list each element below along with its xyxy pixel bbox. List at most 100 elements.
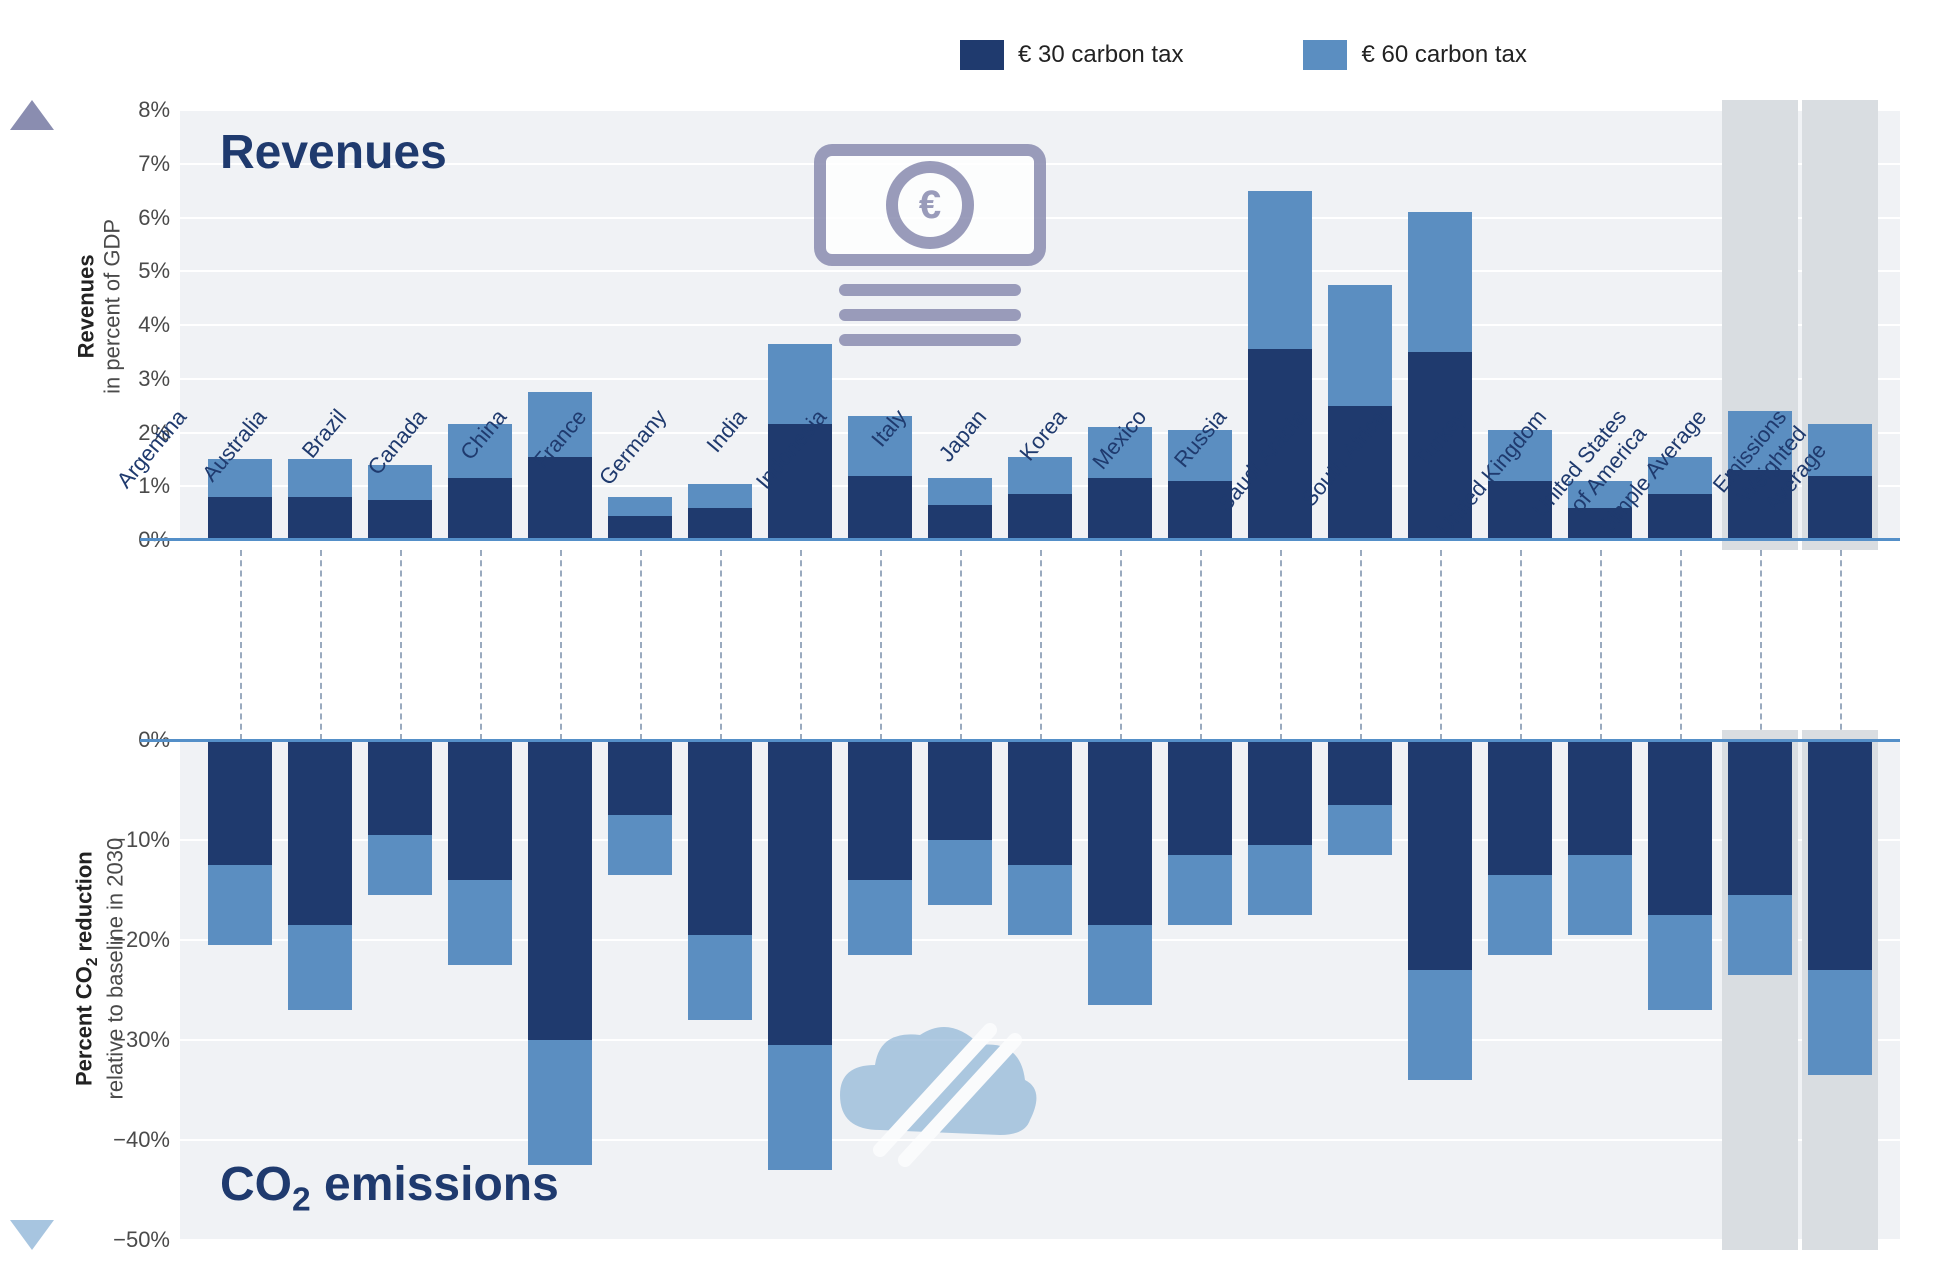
bot-bar-slot <box>1080 740 1160 1240</box>
vdash <box>800 550 802 740</box>
triangle-up-icon <box>10 100 54 130</box>
vdash <box>1440 550 1442 740</box>
co2-bar-30 <box>1648 740 1712 915</box>
co2-bar-30 <box>928 740 992 840</box>
xlabel-slot: Indonesia <box>840 550 920 740</box>
co2-bar-30 <box>768 740 832 1045</box>
bot-bar-slot <box>680 740 760 1240</box>
co2-bar-30 <box>688 740 752 935</box>
xlabel-slot: India <box>760 550 840 740</box>
co2-axis-title: Percent CO2 reduction relative to baseli… <box>71 809 128 1129</box>
rev-axis-sub: in percent of GDP <box>100 219 125 394</box>
legend-swatch-30 <box>960 40 1004 70</box>
co2-bar-30 <box>208 740 272 865</box>
bot-bar-slot <box>200 740 280 1240</box>
co2-axis-bold: Percent CO2 reduction <box>71 851 96 1086</box>
co2-bar-30 <box>1728 740 1792 895</box>
legend-label-30: € 30 carbon tax <box>1018 41 1183 69</box>
bot-bar-slot <box>840 740 920 1240</box>
vdash <box>880 550 882 740</box>
bot-bar-slot <box>1160 740 1240 1240</box>
co2-bar-30 <box>528 740 592 1040</box>
bot-bar-slot <box>1480 740 1560 1240</box>
co2-bar-30 <box>1168 740 1232 855</box>
legend: € 30 carbon tax € 60 carbon tax <box>960 40 1527 70</box>
bot-bar-slot <box>1240 740 1320 1240</box>
xlabel-slot: Russia <box>1240 550 1320 740</box>
xlabel-slot: Mexico <box>1160 550 1240 740</box>
co2-chart: 0%−10%−20%−30%−40%−50% CO2 emissions <box>180 740 1900 1240</box>
bot-bar-slot <box>440 740 520 1240</box>
xlabel-slot: Argentina <box>200 550 280 740</box>
co2-bar-30 <box>1568 740 1632 855</box>
bot-bar-slot <box>1640 740 1720 1240</box>
xlabel-slot: Emissions Weighted Average <box>1800 550 1880 740</box>
xlabel-slot: South Africa <box>1400 550 1480 740</box>
co2-bar-30 <box>1408 740 1472 970</box>
bot-bar-slot <box>520 740 600 1240</box>
bot-bar-slot <box>1000 740 1080 1240</box>
vdash <box>1120 550 1122 740</box>
legend-item-30: € 30 carbon tax <box>960 40 1183 70</box>
co2-bar-30 <box>1008 740 1072 865</box>
bot-bar-slot <box>280 740 360 1240</box>
co2-bar-30 <box>1328 740 1392 805</box>
vdash <box>240 550 242 740</box>
xlabel-slot: Canada <box>440 550 520 740</box>
bot-bar-slot <box>1720 740 1800 1240</box>
xlabel-slot: Brazil <box>360 550 440 740</box>
bot-bar-slot <box>1560 740 1640 1240</box>
legend-item-60: € 60 carbon tax <box>1303 40 1526 70</box>
xlabel-slot: Italy <box>920 550 1000 740</box>
xlabel-slot: Germany <box>680 550 760 740</box>
co2-bar-30 <box>608 740 672 815</box>
xlabel-slot: United Kingdom <box>1560 550 1640 740</box>
vdash <box>480 550 482 740</box>
legend-label-60: € 60 carbon tax <box>1361 41 1526 69</box>
co2-axis-sub: relative to baseline in 2030 <box>102 838 127 1100</box>
vdash <box>1840 550 1842 740</box>
bot-bar-slot <box>760 740 840 1240</box>
bot-ytick: −50% <box>110 1227 170 1253</box>
bot-bars <box>200 740 1880 1240</box>
vdash <box>1280 550 1282 740</box>
vdash <box>1760 550 1762 740</box>
legend-swatch-60 <box>1303 40 1347 70</box>
chart-container: € 30 carbon tax € 60 carbon tax 0%1%2%3%… <box>180 40 1900 1240</box>
vdash <box>560 550 562 740</box>
rev-bar-30 <box>1808 476 1872 541</box>
xlabel-slot: China <box>520 550 600 740</box>
co2-bar-30 <box>1088 740 1152 925</box>
bot-bar-slot <box>1400 740 1480 1240</box>
rev-axis-bold: Revenues <box>74 254 99 358</box>
top-ytick: 8% <box>110 97 170 123</box>
bot-bar-slot <box>920 740 1000 1240</box>
co2-bar-30 <box>1808 740 1872 970</box>
vdash <box>1360 550 1362 740</box>
xlabel-slot: Simple Average <box>1720 550 1800 740</box>
bot-bar-slot <box>360 740 440 1240</box>
xlabel-slot: Australia <box>280 550 360 740</box>
vdash <box>1600 550 1602 740</box>
x-axis-labels: ArgentinaAustraliaBrazilCanadaChinaFranc… <box>200 550 1880 740</box>
vdash <box>320 550 322 740</box>
xlabel-slot: Saudi Arabia <box>1320 550 1400 740</box>
bot-bar-slot <box>600 740 680 1240</box>
bot-baseline <box>140 739 1900 742</box>
top-ytick: 7% <box>110 151 170 177</box>
co2-bar-30 <box>368 740 432 835</box>
vdash <box>640 550 642 740</box>
co2-bar-30 <box>1248 740 1312 845</box>
xlabel-slot: France <box>600 550 680 740</box>
vdash <box>720 550 722 740</box>
co2-bar-30 <box>288 740 352 925</box>
vdash <box>960 550 962 740</box>
triangle-down-icon <box>10 1220 54 1250</box>
bot-bar-slot <box>1800 740 1880 1240</box>
bot-ytick: −40% <box>110 1127 170 1153</box>
xlabel-slot: Korea <box>1080 550 1160 740</box>
revenues-axis-title: Revenues in percent of GDP <box>74 176 127 436</box>
xlabel-slot: Japan <box>1000 550 1080 740</box>
vdash <box>1040 550 1042 740</box>
co2-bar-30 <box>848 740 912 880</box>
